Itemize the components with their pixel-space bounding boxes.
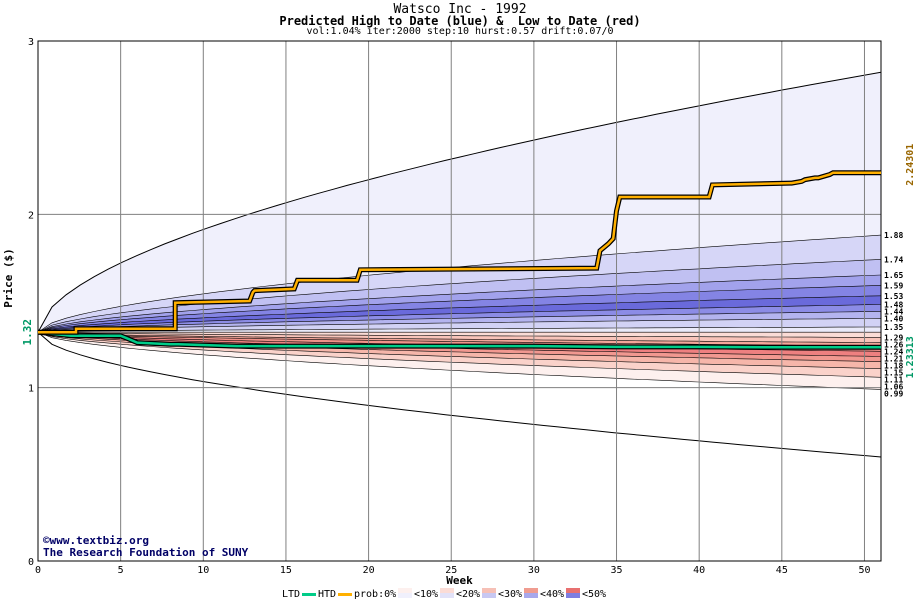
- legend-ltd-label: LTD: [282, 589, 300, 600]
- legend-bin-swatch-top: [440, 588, 454, 593]
- x-tick-label: 40: [693, 565, 705, 576]
- legend-bin-swatch-top: [398, 588, 412, 593]
- y-axis-label: Price ($): [2, 248, 15, 308]
- x-tick-label: 25: [445, 565, 457, 576]
- legend-bin-label: <40%: [540, 589, 564, 600]
- legend-bin-swatch-bottom: [566, 593, 580, 598]
- prob-band: [38, 332, 881, 362]
- band-value-label: 1.06: [884, 382, 903, 391]
- legend-bin-swatch-bottom: [440, 593, 454, 598]
- x-axis-label: Week: [446, 574, 473, 587]
- band-value-label: 1.18: [884, 361, 903, 370]
- prob-band: [38, 332, 881, 338]
- x-tick-label: 10: [197, 565, 209, 576]
- band-value-label: 1.65: [884, 271, 903, 280]
- legend-bin-swatch-bottom: [398, 593, 412, 598]
- x-tick-label: 50: [858, 565, 870, 576]
- band-value-label: 1.11: [884, 375, 903, 384]
- band-boundary: [37, 331, 881, 338]
- x-tick-label: 35: [611, 565, 623, 576]
- y-tick-label: 3: [28, 37, 34, 48]
- band-value-label: 1.48: [884, 300, 903, 309]
- band-value-label: 1.74: [884, 255, 903, 264]
- ltd-final-label: 1.23313: [905, 336, 916, 378]
- credit-org: The Research Foundation of SUNY: [43, 546, 249, 559]
- band-boundary: [37, 295, 882, 333]
- htd-final-label: 2.24301: [905, 144, 916, 186]
- prob-band: [38, 275, 881, 333]
- prob-band: [38, 327, 881, 333]
- x-tick-label: 15: [280, 565, 292, 576]
- prob-band: [38, 332, 881, 357]
- band-value-label: 1.53: [884, 292, 903, 301]
- prob-band: [38, 332, 881, 378]
- band-boundary: [37, 259, 882, 333]
- prob-band: [38, 318, 881, 333]
- band-value-label: 1.29: [884, 333, 903, 342]
- band-boundary: [37, 304, 882, 333]
- legend-bin-label: <30%: [498, 589, 522, 600]
- band-boundary: [37, 71, 882, 333]
- x-tick-label: 30: [528, 565, 540, 576]
- prob-band: [38, 304, 881, 333]
- band-boundary: [37, 285, 882, 333]
- prob-band: [38, 332, 881, 369]
- legend-bin-swatch-top: [566, 588, 580, 593]
- legend-htd-swatch: [338, 593, 352, 596]
- band-value-label: 0.99: [884, 389, 903, 398]
- prob-band: [38, 332, 881, 347]
- band-boundary: [37, 311, 882, 333]
- band-boundary: [37, 331, 882, 378]
- legend-bin-label: <20%: [456, 589, 480, 600]
- prob-band: [38, 332, 881, 390]
- legend-prob-label: prob:0%: [354, 589, 396, 600]
- low-to-date-line: [37, 330, 881, 349]
- credit-url[interactable]: ©www.textbiz.org: [43, 534, 149, 547]
- prob-band: [38, 332, 881, 457]
- prob-band: [38, 295, 881, 333]
- legend-bin-swatch-top: [482, 588, 496, 593]
- plot-border: [37, 40, 882, 562]
- band-value-label: 1.15: [884, 368, 903, 377]
- band-value-label: 1.40: [884, 314, 903, 323]
- band-value-label: 1.26: [884, 340, 903, 349]
- band-value-label: 1.44: [884, 307, 903, 316]
- band-boundary: [37, 331, 882, 458]
- band-value-label: 1.21: [884, 354, 903, 363]
- prob-band: [38, 235, 881, 333]
- prob-band: [38, 72, 881, 333]
- start-price-label: 1.32: [21, 319, 34, 346]
- x-tick-label: 20: [363, 565, 375, 576]
- legend-bin-swatch-bottom: [524, 593, 538, 598]
- band-boundary: [37, 331, 882, 343]
- chart-title: Watsco Inc - 1992: [393, 2, 527, 17]
- band-boundary: [37, 326, 881, 333]
- chart-subtitle: Predicted High to Date (blue) & Low to D…: [279, 14, 641, 28]
- legend-bin-swatch-bottom: [482, 593, 496, 598]
- band-value-label: 1.24: [884, 347, 903, 356]
- x-tick-label: 0: [35, 565, 41, 576]
- band-boundary: [37, 274, 882, 333]
- prob-band: [38, 311, 881, 333]
- band-value-label: 1.88: [884, 231, 903, 240]
- y-tick-label: 0: [28, 557, 34, 568]
- band-boundary: [37, 331, 882, 390]
- x-tick-label: 45: [776, 565, 788, 576]
- high-to-date-line: [38, 171, 881, 334]
- legend-bin-label: <10%: [414, 589, 438, 600]
- prob-band: [38, 285, 881, 333]
- prob-band: [38, 259, 881, 333]
- y-tick-label: 1: [28, 384, 34, 395]
- legend-ltd-swatch: [302, 593, 316, 596]
- x-tick-label: 5: [118, 565, 124, 576]
- legend-bin-label: <50%: [582, 589, 606, 600]
- chart-params: vol:1.04% iter:2000 step:10 hurst:0.57 d…: [306, 26, 614, 37]
- legend-htd-label: HTD: [318, 589, 336, 600]
- legend-bin-swatch-top: [524, 588, 538, 593]
- y-tick-label: 2: [28, 210, 34, 221]
- band-boundary: [37, 318, 882, 333]
- band-value-label: 1.35: [884, 323, 903, 332]
- band-value-label: 1.59: [884, 281, 903, 290]
